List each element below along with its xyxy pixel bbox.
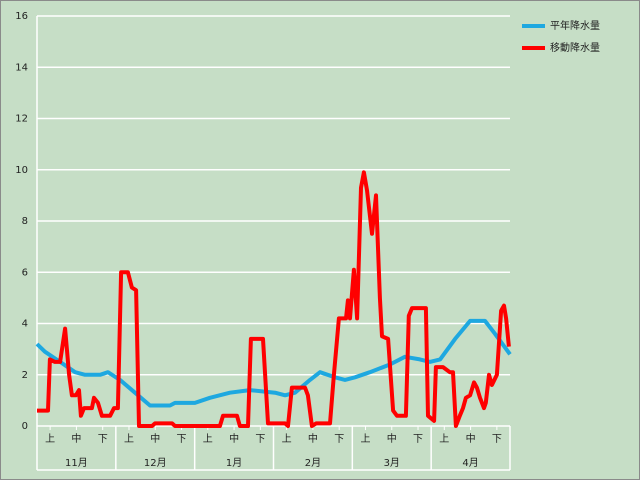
x-tick-label: 上 [282,433,292,445]
x-tick-label: 中 [150,432,160,445]
x-tick-label: 上 [203,433,213,445]
x-tick-label: 上 [360,433,370,445]
x-tick-label: 下 [334,434,344,445]
legend-label: 平年降水量 [550,19,600,32]
x-tick-label: 上 [439,433,449,445]
x-tick-label: 中 [466,432,476,445]
y-tick-label: 12 [15,114,28,125]
x-tick-label: 下 [413,434,423,445]
x-tick-label: 上 [45,433,55,445]
x-tick-label: 下 [177,434,187,445]
x-tick-label: 中 [387,432,397,445]
x-tick-label: 中 [229,432,239,445]
month-label: 12月 [144,457,167,469]
y-tick-label: 6 [22,267,28,278]
y-tick-label: 10 [15,165,28,176]
month-label: 11月 [65,457,88,469]
month-label: 4月 [462,457,478,469]
x-tick-label: 下 [492,434,502,445]
y-tick-label: 4 [22,319,28,330]
month-label: 1月 [226,457,242,469]
x-tick-label: 上 [124,433,134,445]
x-tick-label: 下 [98,434,108,445]
month-label: 3月 [384,457,400,469]
legend-label: 移動降水量 [550,41,600,54]
y-tick-label: 14 [15,62,28,73]
x-tick-label: 中 [71,432,81,445]
y-tick-label: 2 [22,370,28,381]
x-tick-label: 中 [308,432,318,445]
series-line [37,170,511,428]
y-tick-label: 8 [22,216,28,227]
y-tick-label: 0 [22,421,28,432]
series-line [35,318,512,408]
y-tick-label: 16 [15,11,28,22]
x-tick-label: 下 [255,434,265,445]
month-label: 2月 [305,457,321,469]
